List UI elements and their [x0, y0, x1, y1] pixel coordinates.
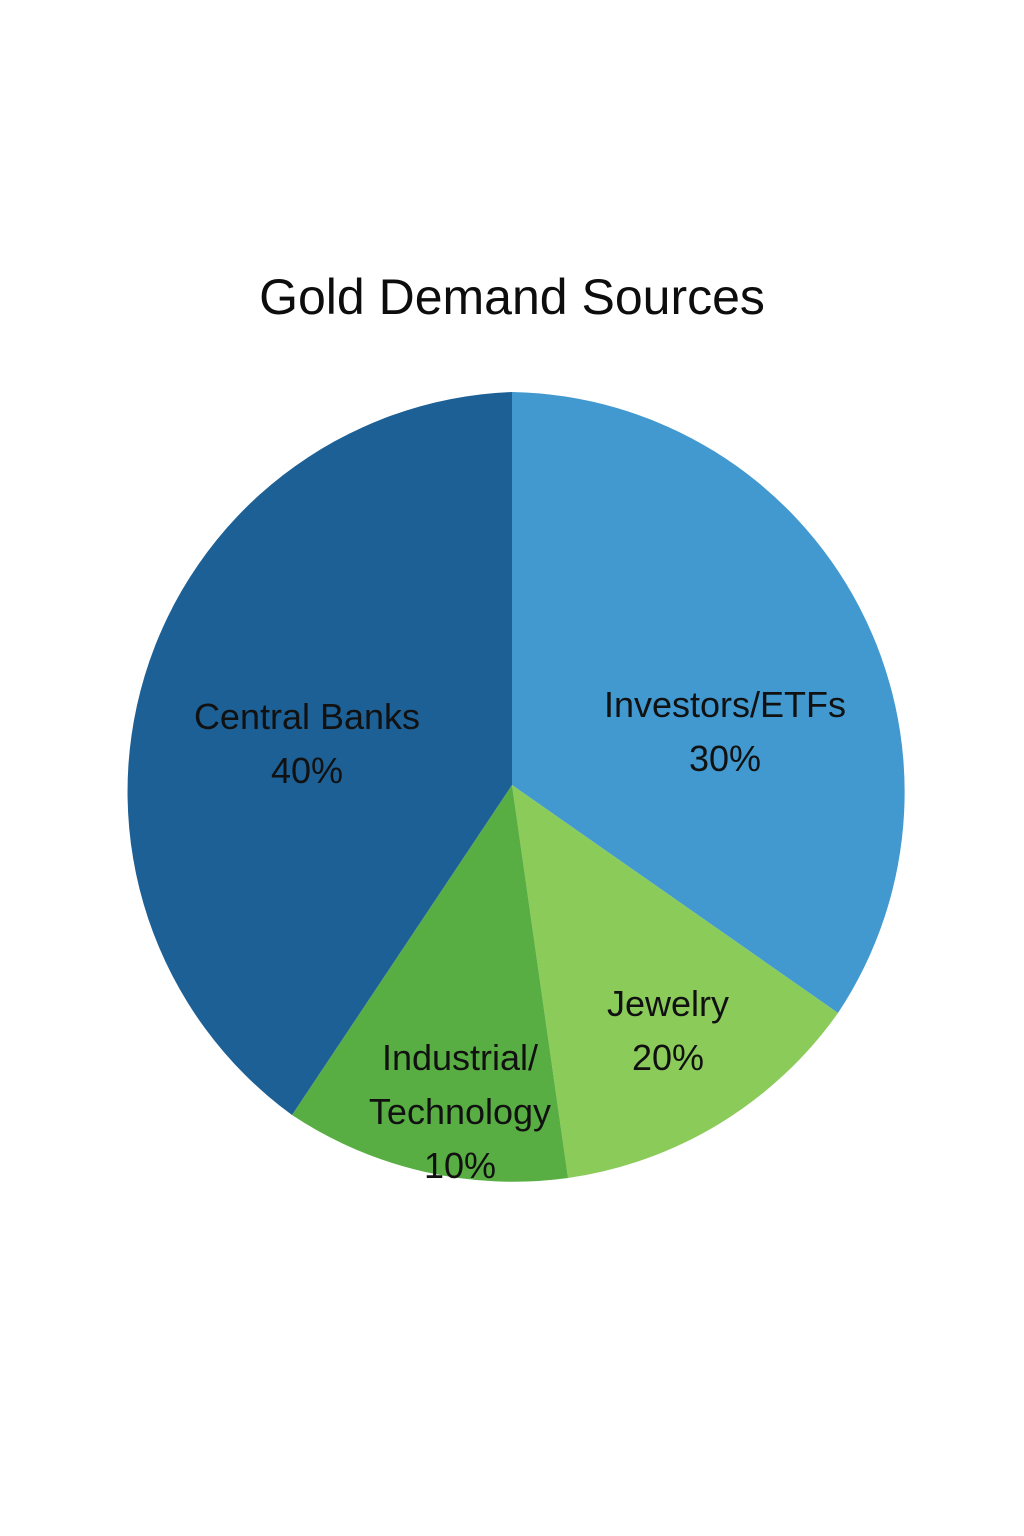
label-jewelry-pct: 20% — [632, 1037, 704, 1078]
slice-investors-etfs — [512, 392, 905, 1013]
label-investors-name: Investors/ETFs — [604, 684, 846, 725]
label-central-banks-pct: 40% — [271, 750, 343, 791]
label-investors-pct: 30% — [689, 738, 761, 779]
label-industrial-name-2: Technology — [369, 1091, 551, 1132]
label-industrial-pct: 10% — [424, 1145, 496, 1186]
label-central-banks-name: Central Banks — [194, 696, 420, 737]
slice-jewelry — [512, 785, 838, 1178]
label-jewelry-name: Jewelry — [607, 983, 729, 1024]
chart-title: Gold Demand Sources — [259, 269, 765, 325]
slice-central-banks — [127, 392, 512, 1115]
label-industrial-name-1: Industrial/ — [382, 1037, 538, 1078]
slice-industrial-technology — [292, 785, 568, 1182]
